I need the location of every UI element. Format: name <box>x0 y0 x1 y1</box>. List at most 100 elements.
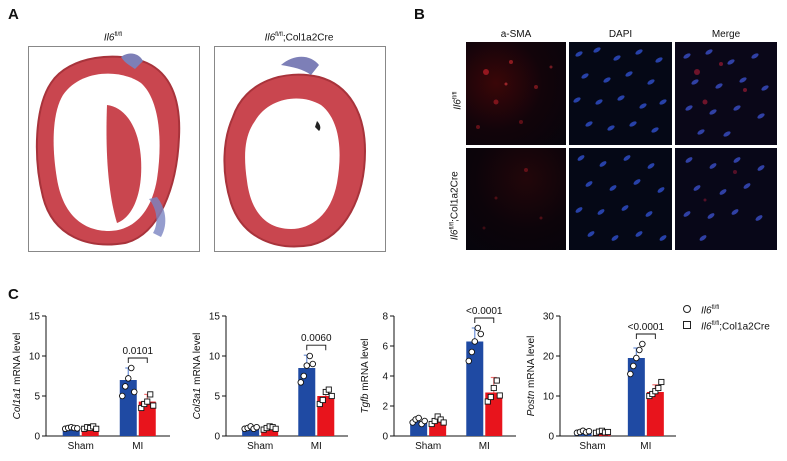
x-category-label: MI <box>479 441 490 452</box>
x-category-label: MI <box>311 441 322 452</box>
data-point-square <box>93 425 100 432</box>
data-point-square <box>147 391 154 398</box>
data-point-square <box>440 419 447 426</box>
data-point-circle <box>119 392 126 400</box>
p-value-label: 0.0101 <box>122 346 153 357</box>
data-point-circle <box>639 340 646 348</box>
dapi-nuclei-knockout <box>575 155 667 241</box>
data-point-square <box>604 428 612 436</box>
data-point-circle <box>636 346 643 354</box>
fluor-asma-knockout <box>466 148 566 250</box>
y-tick-label: 0 <box>382 432 388 443</box>
data-point-circle <box>415 414 422 422</box>
panel-label-a: A <box>8 6 19 23</box>
panel-b-col-asma: a-SMA <box>500 29 532 40</box>
x-category-label: Sham <box>68 441 94 452</box>
data-point-circle <box>73 425 81 432</box>
data-point-circle <box>465 357 473 365</box>
bar <box>62 428 80 436</box>
data-point-square <box>655 384 662 392</box>
y-tick-label: 6 <box>382 342 388 353</box>
heart-trichrome-image-control <box>35 53 181 246</box>
fluor-merge-control <box>675 42 777 145</box>
bar <box>119 380 137 436</box>
data-point-circle <box>300 372 308 380</box>
data-point-circle <box>253 423 260 431</box>
data-point-square <box>490 384 497 392</box>
panel-a-right-title: Il6fl/fl;Col1a2Cre <box>264 32 334 44</box>
y-tick-label: 5 <box>214 392 220 403</box>
data-point-circle <box>474 324 482 332</box>
data-point-square <box>325 386 332 393</box>
data-point-square <box>496 392 503 399</box>
data-point-circle <box>131 388 138 396</box>
significance-bracket <box>127 357 148 363</box>
data-point-circle <box>309 360 317 368</box>
asma-signal-control <box>476 60 553 129</box>
data-point-circle <box>128 364 135 372</box>
heart-section-control <box>28 46 200 252</box>
significance-bracket <box>635 333 656 339</box>
legend-item-knockout: Il6fl/fl;Col1a2Cre <box>683 321 770 332</box>
y-tick-label: 15 <box>209 312 221 323</box>
p-value-label: <0.0001 <box>466 306 503 317</box>
data-point-square <box>487 393 494 401</box>
heart-trichrome-image-knockout <box>223 56 367 248</box>
y-tick-label: 8 <box>382 312 388 323</box>
bar <box>466 341 484 436</box>
y-tick-label: 10 <box>543 392 555 403</box>
data-point-circle <box>297 379 305 386</box>
data-point-circle <box>306 352 314 360</box>
legend-circle-marker <box>683 305 691 314</box>
fluor-asma-control <box>466 42 566 145</box>
data-point-square <box>272 425 279 432</box>
data-point-circle <box>477 330 485 338</box>
data-point-circle <box>303 362 311 369</box>
data-point-square <box>328 392 335 400</box>
data-point-circle <box>122 383 129 390</box>
legend-square-marker <box>683 321 691 330</box>
heart-section-knockout <box>214 46 386 252</box>
data-point-square <box>658 378 665 386</box>
x-category-label: Sham <box>415 441 441 452</box>
p-value-label: 0.0060 <box>301 333 332 344</box>
y-tick-label: 2 <box>382 402 388 413</box>
panel-b-col-dapi: DAPI <box>608 29 633 40</box>
y-tick-label: 5 <box>34 392 40 403</box>
fluor-merge-knockout <box>675 148 777 250</box>
fluor-dapi-knockout <box>569 148 672 250</box>
panel-c-bar-charts: 0 5 10 15 Col1a1 mRNA level Sham MI 0.0101 0 5 10 1… <box>12 306 676 452</box>
y-tick-label: 20 <box>543 352 555 363</box>
y-axis-label: Col3a1 mRNA level <box>192 333 203 420</box>
y-tick-label: 30 <box>543 312 555 323</box>
y-tick-label: 10 <box>29 352 41 363</box>
dapi-nuclei-control <box>573 47 667 133</box>
legend-item-control: Il6fl/fl <box>683 305 719 316</box>
data-point-circle <box>468 348 476 356</box>
y-tick-label: 0 <box>34 432 40 443</box>
data-point-circle <box>585 427 593 435</box>
fluor-dapi-control <box>569 42 672 145</box>
y-tick-label: 15 <box>29 312 41 323</box>
bar <box>646 392 664 436</box>
data-point-circle <box>125 375 132 382</box>
y-tick-label: 4 <box>382 372 388 383</box>
data-point-square <box>150 402 157 409</box>
x-category-label: Sham <box>579 441 605 452</box>
y-tick-label: 0 <box>548 432 554 443</box>
x-category-label: Sham <box>247 441 273 452</box>
data-point-square <box>319 396 326 404</box>
significance-bracket <box>474 317 495 323</box>
bar <box>298 368 316 436</box>
panel-b-row2-label: Il6fl/fl;Col1a2Cre <box>449 171 461 241</box>
significance-bracket <box>306 344 327 351</box>
panel-a-left-title: Il6fl/fl <box>103 32 123 44</box>
data-point-circle <box>421 417 428 425</box>
data-point-circle <box>633 354 640 362</box>
panel-b-row1-label: Il6fl/fl <box>452 91 464 110</box>
data-point-square <box>493 377 500 384</box>
bar <box>242 428 260 436</box>
merge-overlay-knockout <box>683 157 765 241</box>
data-point-square <box>144 398 151 405</box>
y-axis-label: Col1a1 mRNA level <box>12 333 23 420</box>
